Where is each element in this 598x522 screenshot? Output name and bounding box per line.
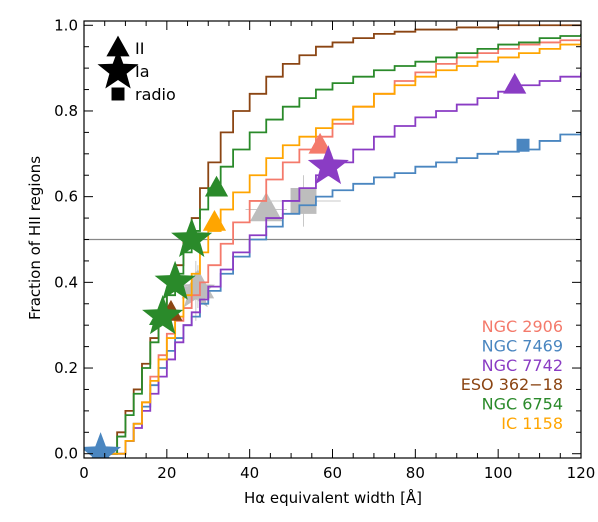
x-tick-label: 40	[240, 464, 259, 482]
series-2-star-marker-1	[307, 145, 349, 185]
x-axis-label: Hα equivalent width [Å]	[244, 488, 422, 507]
x-tick-label: 60	[323, 464, 342, 482]
y-tick-label: 0.8	[54, 102, 78, 120]
y-tick-label: 0.4	[54, 273, 78, 291]
legend-star-icon	[97, 49, 139, 89]
legend-triangle-label: II	[135, 39, 144, 58]
x-tick-label: 0	[79, 464, 89, 482]
series-0-triangle-marker-0	[308, 132, 332, 154]
series-4-star-marker-2	[142, 295, 184, 335]
y-tick-label: 0.2	[54, 359, 78, 377]
series-line-5	[100, 40, 581, 455]
y-tick-label: 1.0	[54, 16, 78, 34]
x-tick-label: 20	[157, 464, 176, 482]
legend-triangle-icon	[106, 35, 130, 57]
x-tick-label: 80	[406, 464, 425, 482]
y-axis-label: Fraction of HII regions	[26, 156, 44, 320]
legend-series-label-1: NGC 7469	[482, 336, 563, 355]
series-line-3	[100, 24, 581, 455]
series-4-star-marker-4	[171, 217, 213, 257]
marker-legend: II Ia radio	[97, 35, 176, 104]
legend-series-label-5: IC 1158	[501, 414, 563, 433]
axis-layer: 0 20 40 60 80 100 120 0.0 0.2 0.4 0.6 0.8 1.0	[54, 16, 595, 482]
legend-series-label-2: NGC 7742	[482, 356, 563, 375]
legend-series-label-4: NGC 6754	[482, 395, 563, 414]
series-1-square-marker-1	[516, 138, 530, 152]
series-4-star-marker-3	[154, 260, 196, 300]
legend-square-icon	[111, 87, 125, 101]
plot-area	[84, 24, 581, 458]
gray-triangle-marker	[249, 192, 283, 222]
series-1-star-marker-0	[84, 432, 122, 458]
legend-star-label: Ia	[135, 62, 150, 81]
x-tick-label: 100	[484, 464, 513, 482]
y-tick-label: 0.0	[54, 445, 78, 463]
legend-square-label: radio	[135, 85, 176, 104]
legend-series-label-0: NGC 2906	[482, 317, 563, 336]
x-tick-label: 120	[567, 464, 596, 482]
plot-layer	[84, 24, 581, 458]
y-tick-label: 0.6	[54, 188, 78, 206]
series-2-triangle-marker-0	[503, 72, 527, 94]
series-5-triangle-marker-0	[202, 209, 227, 231]
series-line-4	[100, 33, 581, 455]
series-4-triangle-marker-1	[204, 175, 229, 197]
legend-series-label-3: ESO 362−18	[461, 375, 563, 394]
series-line-2	[100, 72, 581, 455]
gray-triangle-marker	[181, 269, 215, 299]
